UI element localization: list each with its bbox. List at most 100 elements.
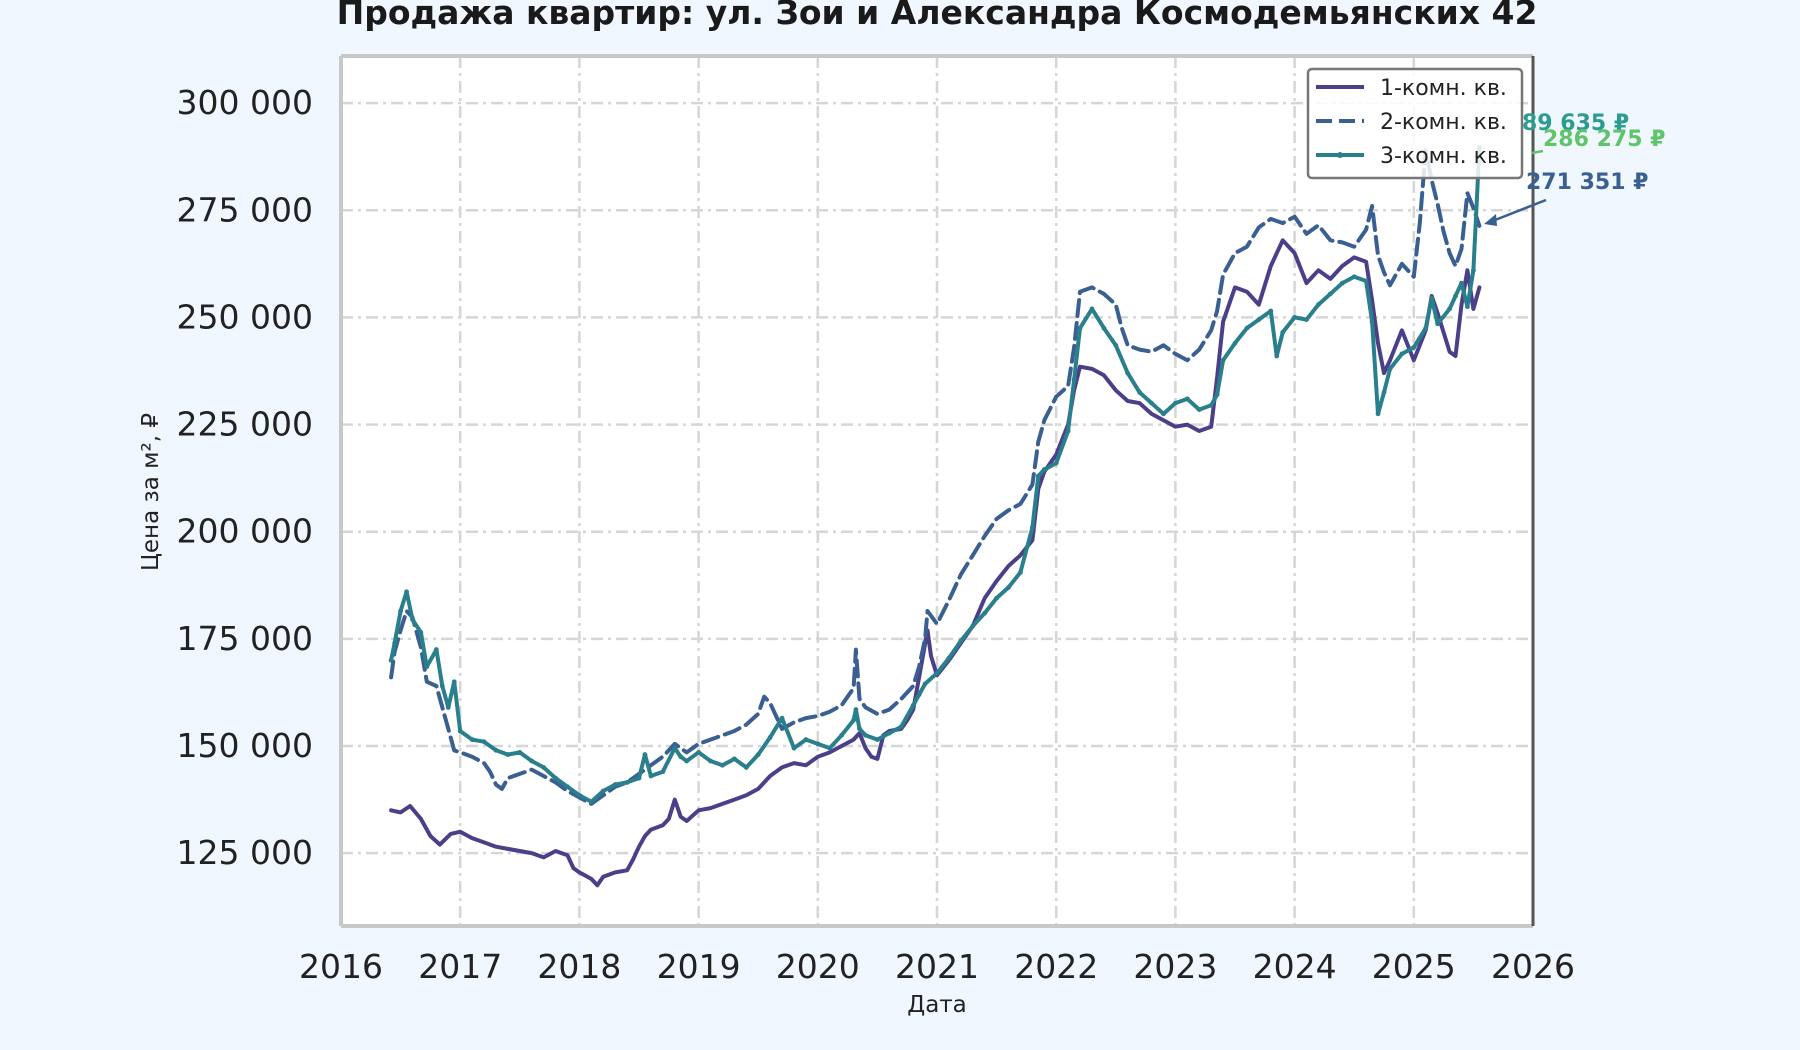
series-point <box>1435 321 1441 327</box>
series-point <box>469 737 475 742</box>
y-axis-label: Цена за м², ₽ <box>138 413 164 571</box>
series-point <box>1089 306 1095 312</box>
series-point <box>853 707 859 712</box>
series-point <box>1363 278 1369 284</box>
series-point <box>898 724 904 730</box>
annotations: 89 635 ₽286 275 ₽ 271 351 ₽ <box>1484 111 1665 226</box>
x-tick-label: 2016 <box>299 947 383 986</box>
series-point <box>755 752 761 757</box>
legend-label: 3-комн. кв. <box>1380 144 1507 169</box>
series-point <box>1453 293 1458 299</box>
chart-title: Продажа квартир: ул. Зои и Александра Ко… <box>337 0 1538 32</box>
x-tick-label: 2023 <box>1133 947 1217 986</box>
series-point <box>388 657 394 663</box>
series-point <box>648 773 654 779</box>
series-point <box>1459 280 1464 286</box>
legend-label: 2-комн. кв. <box>1380 110 1507 135</box>
series-point <box>451 679 457 685</box>
series-point <box>678 754 684 760</box>
series-point <box>803 737 809 742</box>
series-line-2 <box>389 148 1482 806</box>
series-point <box>541 765 547 770</box>
series-point <box>424 664 430 670</box>
series-point <box>1220 357 1226 363</box>
y-tick-label: 275 000 <box>177 190 313 229</box>
series-point <box>1327 291 1333 297</box>
series-point <box>505 752 511 757</box>
series-point <box>827 745 833 751</box>
x-tick-label: 2020 <box>776 947 860 986</box>
series-point <box>1381 390 1387 395</box>
series-point <box>731 756 737 762</box>
series-point <box>636 775 642 781</box>
x-tick-label: 2018 <box>537 947 621 986</box>
series-point <box>696 750 701 755</box>
series-point <box>1018 570 1023 575</box>
series-point <box>1387 366 1393 372</box>
series-point <box>1232 340 1238 346</box>
series-point <box>1029 525 1035 530</box>
series-point <box>457 728 463 734</box>
y-tick-label: 300 000 <box>177 83 313 122</box>
y-tick-label: 125 000 <box>177 833 313 872</box>
series-point <box>1035 473 1041 479</box>
series-point <box>1375 411 1381 417</box>
annotation-arrow <box>1489 198 1547 224</box>
series-line-3 <box>389 145 1482 804</box>
series-point <box>1208 402 1214 408</box>
series-point <box>565 784 570 790</box>
series-point <box>970 623 976 629</box>
legend-box <box>1306 67 1524 180</box>
series-point <box>1161 411 1166 417</box>
plot-frame <box>339 54 1535 928</box>
series-point <box>553 775 558 781</box>
series-point <box>1316 302 1321 307</box>
series-point <box>1471 267 1476 273</box>
series-point <box>493 747 499 753</box>
series-point <box>517 750 523 755</box>
series-point <box>1369 319 1375 325</box>
x-tick-label: 2022 <box>1014 947 1098 986</box>
legend-swatch-dot <box>1337 152 1343 158</box>
series-point <box>857 726 862 732</box>
series-point <box>1214 392 1220 397</box>
y-tick-label: 175 000 <box>177 619 313 658</box>
series-point <box>433 647 439 652</box>
series-point <box>815 741 821 747</box>
series-point <box>600 788 606 794</box>
annotation-label: 286 275 ₽ <box>1543 127 1665 152</box>
series-point <box>791 745 797 751</box>
series-point <box>418 630 424 635</box>
series-point <box>946 655 952 661</box>
x-axis-ticks: 2016 2017 2018 2019 2020 2021 2022 2023 2024 2025… <box>299 947 1575 986</box>
series-point <box>958 638 964 644</box>
series-point <box>1423 325 1429 331</box>
series-point <box>1429 295 1435 301</box>
annotation-label: 271 351 ₽ <box>1526 170 1648 195</box>
series-point <box>851 717 856 723</box>
series-point <box>1065 428 1071 434</box>
series-point <box>922 681 928 687</box>
series-point <box>720 762 725 768</box>
series-point <box>398 608 403 614</box>
series-point <box>1113 342 1119 348</box>
x-axis-label: Дата <box>907 992 967 1018</box>
series-point <box>1173 400 1178 406</box>
series-point <box>1041 467 1047 472</box>
series-layer <box>388 145 1482 888</box>
series-point <box>1077 325 1083 331</box>
series-point <box>624 780 630 785</box>
series-point <box>934 670 940 676</box>
y-tick-label: 250 000 <box>177 297 313 336</box>
series-point <box>1071 377 1077 382</box>
series-point <box>910 702 916 708</box>
series-point <box>886 730 892 736</box>
series-point <box>1125 370 1131 376</box>
x-tick-label: 2021 <box>895 947 979 986</box>
series-point <box>672 745 678 751</box>
series-point <box>994 595 999 601</box>
series-point <box>642 752 648 757</box>
x-tick-label: 2025 <box>1372 947 1456 986</box>
series-point <box>1399 351 1405 357</box>
